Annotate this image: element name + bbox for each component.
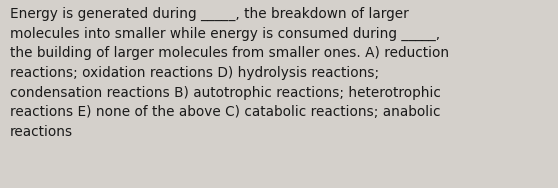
Text: Energy is generated during _____, the breakdown of larger
molecules into smaller: Energy is generated during _____, the br… [10, 7, 449, 139]
